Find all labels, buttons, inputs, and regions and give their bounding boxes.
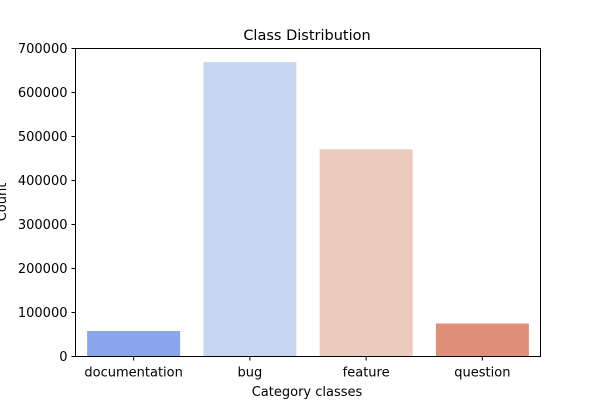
y-tick-label: 100000 (18, 306, 68, 321)
bar-bug (203, 62, 297, 357)
x-tick-label: question (454, 366, 510, 381)
bar-feature (319, 149, 413, 357)
y-tick-label: 600000 (18, 86, 68, 101)
y-tick-label: 0 (59, 350, 67, 365)
bars-group (87, 62, 529, 357)
y-tick-label: 400000 (18, 174, 68, 189)
y-tick-label: 700000 (18, 42, 68, 57)
y-axis: 0 100000 200000 300000 400000 500000 600000 700… (18, 42, 76, 365)
x-axis: documentation bug feature question (84, 356, 510, 381)
plot-frame (75, 48, 541, 357)
y-tick-label: 500000 (18, 130, 68, 145)
y-tick-label: 300000 (18, 218, 68, 233)
x-tick-label: documentation (84, 366, 182, 381)
chart-title: Class Distribution (243, 28, 370, 44)
x-axis-label: Category classes (252, 385, 363, 400)
bar-question (435, 323, 529, 357)
y-axis-label: Count (0, 183, 10, 222)
y-tick-label: 200000 (18, 262, 68, 277)
x-tick-label: feature (343, 366, 390, 381)
x-tick-label: bug (238, 366, 263, 381)
bar-documentation (87, 330, 181, 357)
